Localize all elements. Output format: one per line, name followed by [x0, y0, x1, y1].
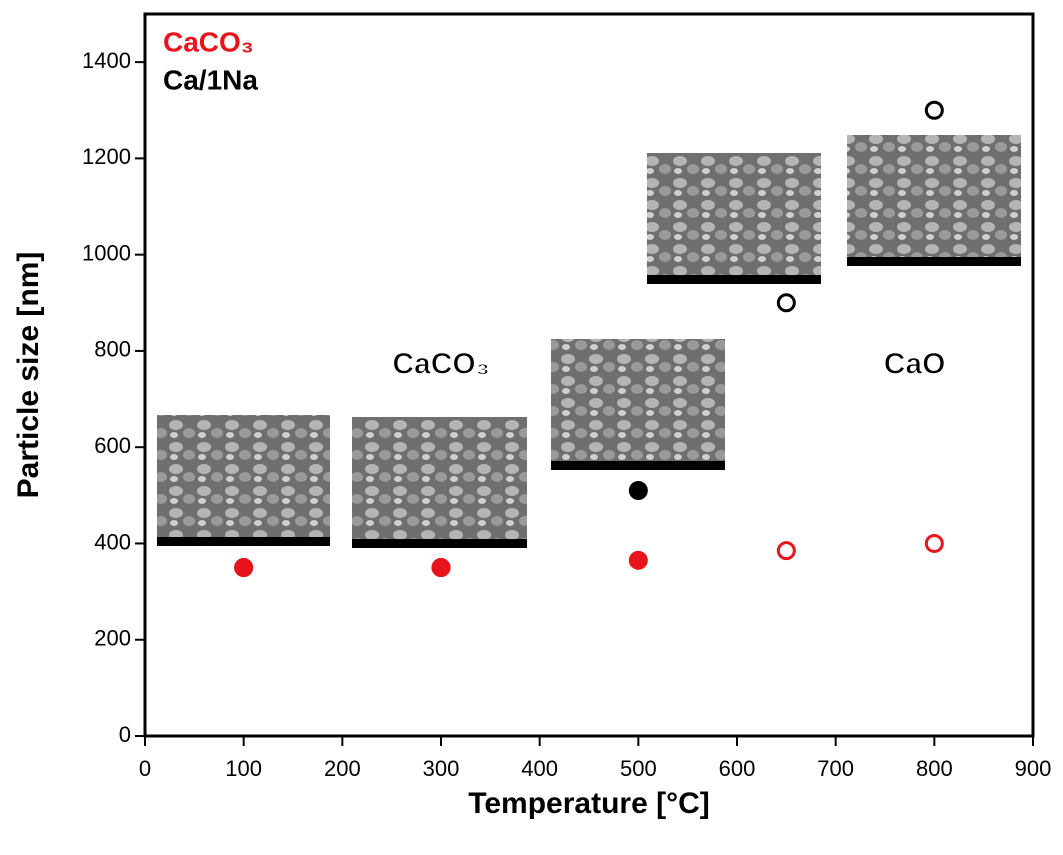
chart: Temperature [°C] Particle size [nm] 0 100… — [0, 0, 1063, 850]
x-tick-label: 600 — [719, 756, 756, 781]
marker — [630, 483, 646, 499]
y-tick-label: 1000 — [82, 240, 131, 265]
marker — [926, 535, 942, 551]
annotation: CaCO₃ — [392, 347, 489, 380]
y-tick-label: 600 — [94, 433, 131, 458]
legend-entry: CaCO₃ — [163, 26, 254, 57]
marker — [926, 102, 942, 118]
y-tick-label: 0 — [119, 722, 131, 747]
x-tick-label: 100 — [225, 756, 262, 781]
marker — [236, 560, 252, 576]
x-axis-title: Temperature [°C] — [468, 787, 709, 820]
y-tick-label: 1200 — [82, 144, 131, 169]
x-tick-label: 700 — [817, 756, 854, 781]
y-tick-label: 400 — [94, 529, 131, 554]
marker — [778, 295, 794, 311]
x-tick-label: 200 — [324, 756, 361, 781]
x-tick-label: 800 — [916, 756, 953, 781]
legend-entry: Ca/1Na — [163, 64, 258, 95]
y-tick-label: 200 — [94, 626, 131, 651]
y-tick-label: 1400 — [82, 48, 131, 73]
x-tick-label: 0 — [139, 756, 151, 781]
x-tick-label: 400 — [521, 756, 558, 781]
sem-images — [157, 135, 1021, 548]
x-tick-label: 500 — [620, 756, 657, 781]
marker — [433, 560, 449, 576]
marker — [630, 552, 646, 568]
y-axis-title: Particle size [nm] — [12, 252, 45, 499]
x-tick-label: 900 — [1015, 756, 1052, 781]
annotation: CaO — [884, 347, 946, 380]
marker — [778, 543, 794, 559]
y-tick-label: 800 — [94, 337, 131, 362]
x-tick-label: 300 — [423, 756, 460, 781]
